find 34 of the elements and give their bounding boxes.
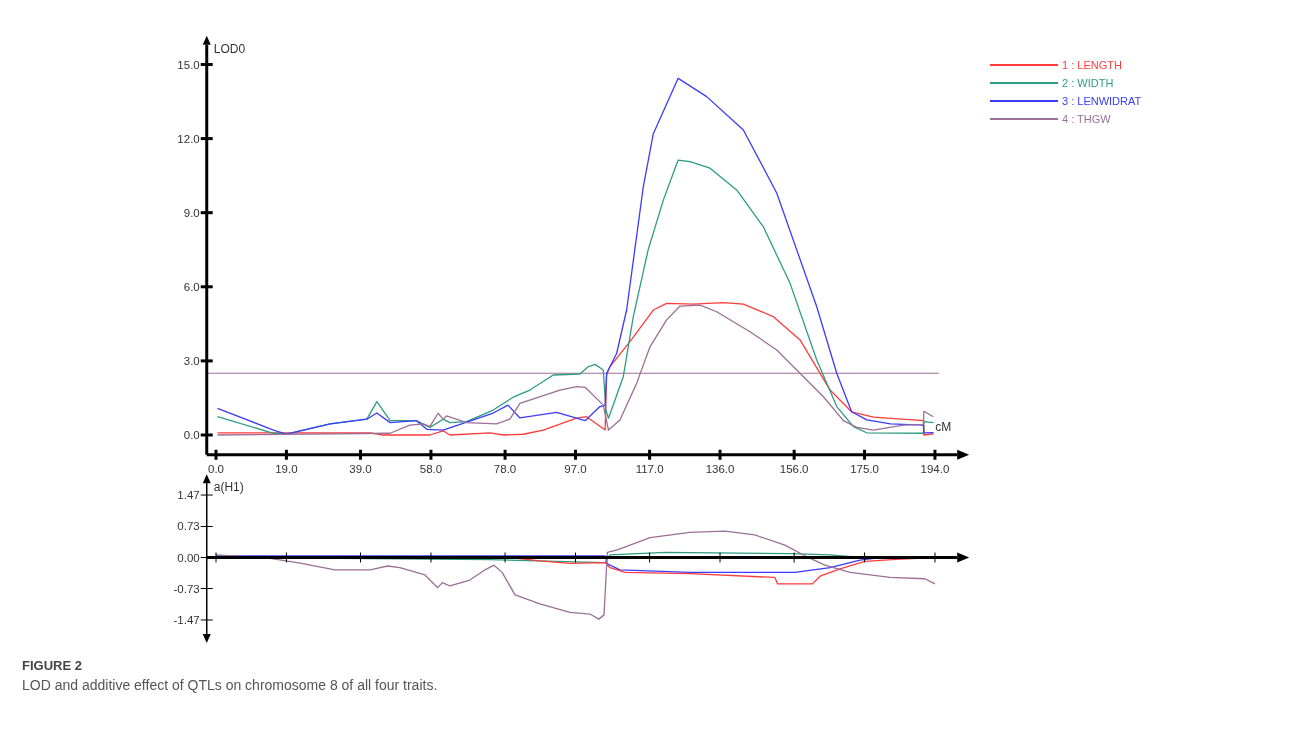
y-tick-label: -0.73 — [173, 582, 200, 595]
line-series — [216, 159, 935, 435]
y-tick-label: 6.0 — [183, 280, 200, 293]
y-tick-label: 3.0 — [183, 354, 200, 367]
y-axis-title: a(H1) — [213, 480, 244, 495]
text: 3 : LENWIDRAT — [1062, 95, 1142, 107]
x-tick-label: 58.0 — [419, 462, 443, 475]
text: 2 : WIDTH — [1062, 77, 1114, 89]
x-tick-label: 117.0 — [635, 462, 664, 475]
text: LOD and additive effect of QTLs on chromosome 8 of all four traits. — [22, 677, 438, 693]
y-tick-label: 1.47 — [177, 489, 200, 502]
caption: FIGURE 2 — [22, 658, 82, 673]
x-tick-label: 97.0 — [564, 462, 587, 475]
y-tick-label: 0.73 — [177, 520, 200, 533]
x-tick-label: 156.0 — [779, 462, 809, 475]
y-tick-label: 15.0 — [177, 58, 200, 71]
y-tick-label: 9.0 — [183, 206, 200, 219]
text: 1 : LENGTH — [1062, 59, 1122, 71]
x-tick-label: 39.0 — [349, 462, 372, 475]
x-axis-title: cM — [935, 419, 952, 434]
y-tick-label: 0.00 — [177, 551, 200, 564]
x-tick-label: 194.0 — [920, 462, 950, 475]
y-axis-title: LOD0 — [213, 41, 246, 56]
text: 4 : THGW — [1062, 113, 1112, 125]
x-tick-label: 19.0 — [275, 462, 298, 475]
x-tick-label: 78.0 — [493, 462, 517, 475]
line-series — [215, 530, 936, 620]
x-tick-label: 136.0 — [705, 462, 735, 475]
x-tick-label: 0.0 — [208, 462, 224, 475]
y-tick-label: -1.47 — [173, 613, 200, 626]
y-tick-label: 0.0 — [183, 429, 200, 441]
x-tick-label: 175.0 — [850, 462, 879, 475]
y-tick-label: 12.0 — [177, 132, 200, 145]
line-series — [216, 77, 935, 435]
